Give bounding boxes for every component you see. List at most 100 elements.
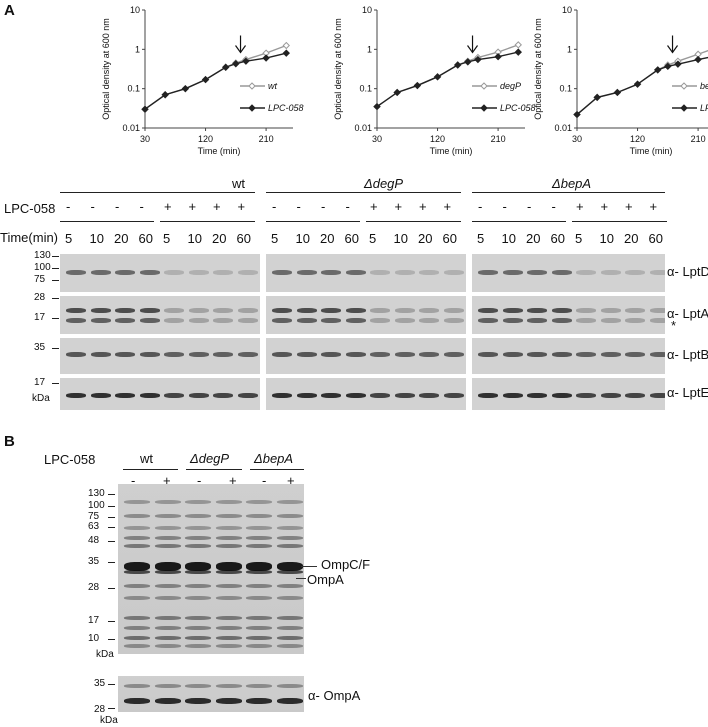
band — [576, 393, 596, 398]
data-point — [242, 57, 250, 65]
blot-strip-lpte — [60, 378, 260, 410]
y-tick-label: 0.1 — [127, 84, 140, 94]
legend-label: wt — [268, 81, 277, 91]
band — [296, 318, 317, 323]
y-tick-label: 10 — [562, 5, 572, 15]
lpc-sign: - — [66, 199, 71, 214]
underline-plus — [160, 221, 255, 222]
time-value: 5 — [477, 231, 485, 246]
lpc-sign: + — [213, 199, 221, 214]
band — [321, 352, 341, 357]
panelb-sign: - — [197, 473, 202, 488]
blot-strip-lptd — [266, 254, 466, 292]
mw-marker: 35 — [34, 342, 46, 353]
band — [164, 393, 184, 398]
underline-minus — [60, 221, 154, 222]
lpc-sign: + — [576, 199, 584, 214]
underline-plus — [572, 221, 667, 222]
band — [419, 352, 439, 357]
band — [551, 318, 572, 323]
band — [164, 318, 184, 323]
band — [66, 393, 86, 398]
series-line — [376, 51, 519, 108]
time-value: 5 — [271, 231, 279, 246]
band — [272, 393, 292, 398]
gel-band — [215, 626, 242, 630]
band — [213, 318, 233, 323]
legend-label: degP — [500, 81, 521, 91]
gel-band — [185, 544, 211, 548]
immunoblot-band — [215, 684, 242, 688]
panelb-sign: - — [262, 473, 267, 488]
gel-band — [154, 626, 181, 630]
band — [625, 308, 645, 313]
lpc-sign: - — [478, 199, 483, 214]
data-point — [222, 63, 230, 71]
data-point — [282, 49, 290, 57]
gel-band — [154, 500, 181, 504]
gel-band — [185, 526, 211, 530]
band — [115, 270, 135, 275]
time-value: 20 — [624, 231, 639, 246]
band — [370, 270, 390, 275]
band — [272, 270, 292, 275]
band — [164, 352, 184, 357]
band — [188, 270, 209, 275]
time-label: Time(min) — [0, 230, 59, 245]
lpc-sign: - — [502, 199, 507, 214]
band — [600, 393, 621, 398]
gel-band — [215, 536, 242, 540]
immunoblot-band — [276, 698, 303, 704]
antibody-label-lptb: α- LptB — [667, 347, 708, 362]
gel-band — [246, 616, 272, 620]
gel-band — [154, 562, 181, 571]
immunoblot-band — [124, 698, 150, 704]
data-point — [373, 102, 381, 111]
time-value: 10 — [89, 231, 104, 246]
band — [66, 352, 86, 357]
data-point — [664, 62, 672, 71]
band — [115, 308, 135, 313]
legend-label: LPC-058 — [268, 103, 304, 113]
gel-band — [276, 536, 303, 540]
band — [527, 393, 547, 398]
gel-band — [215, 500, 242, 504]
band — [115, 318, 135, 323]
immunoblot-band — [246, 684, 272, 688]
band — [237, 308, 258, 313]
series-line — [144, 52, 287, 110]
band — [502, 270, 523, 275]
band — [139, 270, 160, 275]
band — [625, 270, 645, 275]
gel-band — [246, 596, 272, 600]
gel-band — [246, 536, 272, 540]
legend-marker — [248, 104, 256, 112]
band — [345, 308, 366, 313]
time-value: 10 — [295, 231, 310, 246]
gel-mw-mark — [108, 541, 115, 542]
band — [649, 308, 665, 313]
legend-label: bepA — [700, 81, 708, 91]
band — [296, 393, 317, 398]
band — [502, 393, 523, 398]
data-point — [694, 55, 702, 64]
x-tick-label: 120 — [430, 134, 445, 144]
mw-marker: 130 — [34, 250, 51, 261]
gel-mw-marker: 28 — [88, 582, 100, 593]
data-point — [613, 88, 622, 97]
gel-mw-marker: 48 — [88, 535, 100, 546]
band — [625, 318, 645, 323]
band — [139, 308, 160, 313]
band — [649, 318, 665, 323]
time-value: 60 — [236, 231, 251, 246]
x-axis-title: Time (min) — [198, 146, 241, 156]
band — [139, 352, 160, 357]
lpc-sign: - — [139, 199, 144, 214]
y-axis-title: Optical density at 600 nm — [101, 18, 111, 120]
mw-mark — [52, 298, 59, 299]
data-point — [433, 73, 442, 81]
gel-mw-mark — [108, 494, 115, 495]
y-tick-label: 0.1 — [559, 84, 572, 94]
gel-band — [215, 596, 242, 600]
band — [551, 393, 572, 398]
